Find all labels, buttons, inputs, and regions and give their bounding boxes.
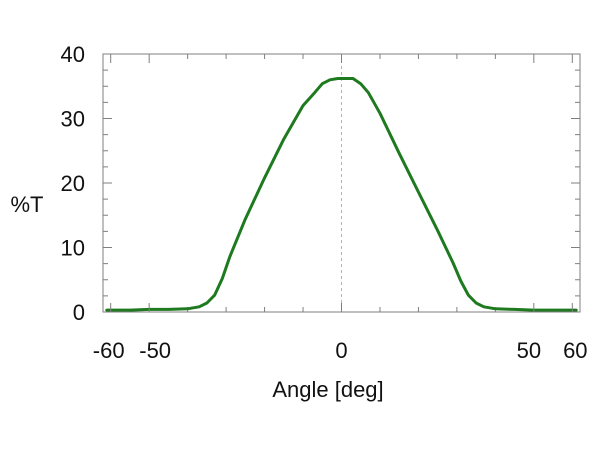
x-tick-label: 50 xyxy=(517,338,541,363)
y-tick-label: 30 xyxy=(61,107,85,132)
x-tick-label: -50 xyxy=(139,338,171,363)
x-tick-label: 60 xyxy=(563,338,587,363)
y-axis-label: %T xyxy=(11,192,44,217)
x-axis-label: Angle [deg] xyxy=(272,377,383,402)
y-tick-label: 10 xyxy=(61,236,85,261)
series-line xyxy=(105,77,578,312)
y-tick-label: 0 xyxy=(73,300,85,325)
x-tick-label: 0 xyxy=(335,338,347,363)
minor-ticks xyxy=(103,54,580,312)
y-tick-labels: 0 10 20 30 40 xyxy=(61,42,85,325)
y-tick-label: 20 xyxy=(61,171,85,196)
x-tick-labels: -60 -50 0 50 60 xyxy=(93,338,588,363)
y-tick-label: 40 xyxy=(61,42,85,67)
major-ticks xyxy=(103,53,580,313)
x-tick-label: -60 xyxy=(93,338,125,363)
series-group xyxy=(105,77,578,312)
